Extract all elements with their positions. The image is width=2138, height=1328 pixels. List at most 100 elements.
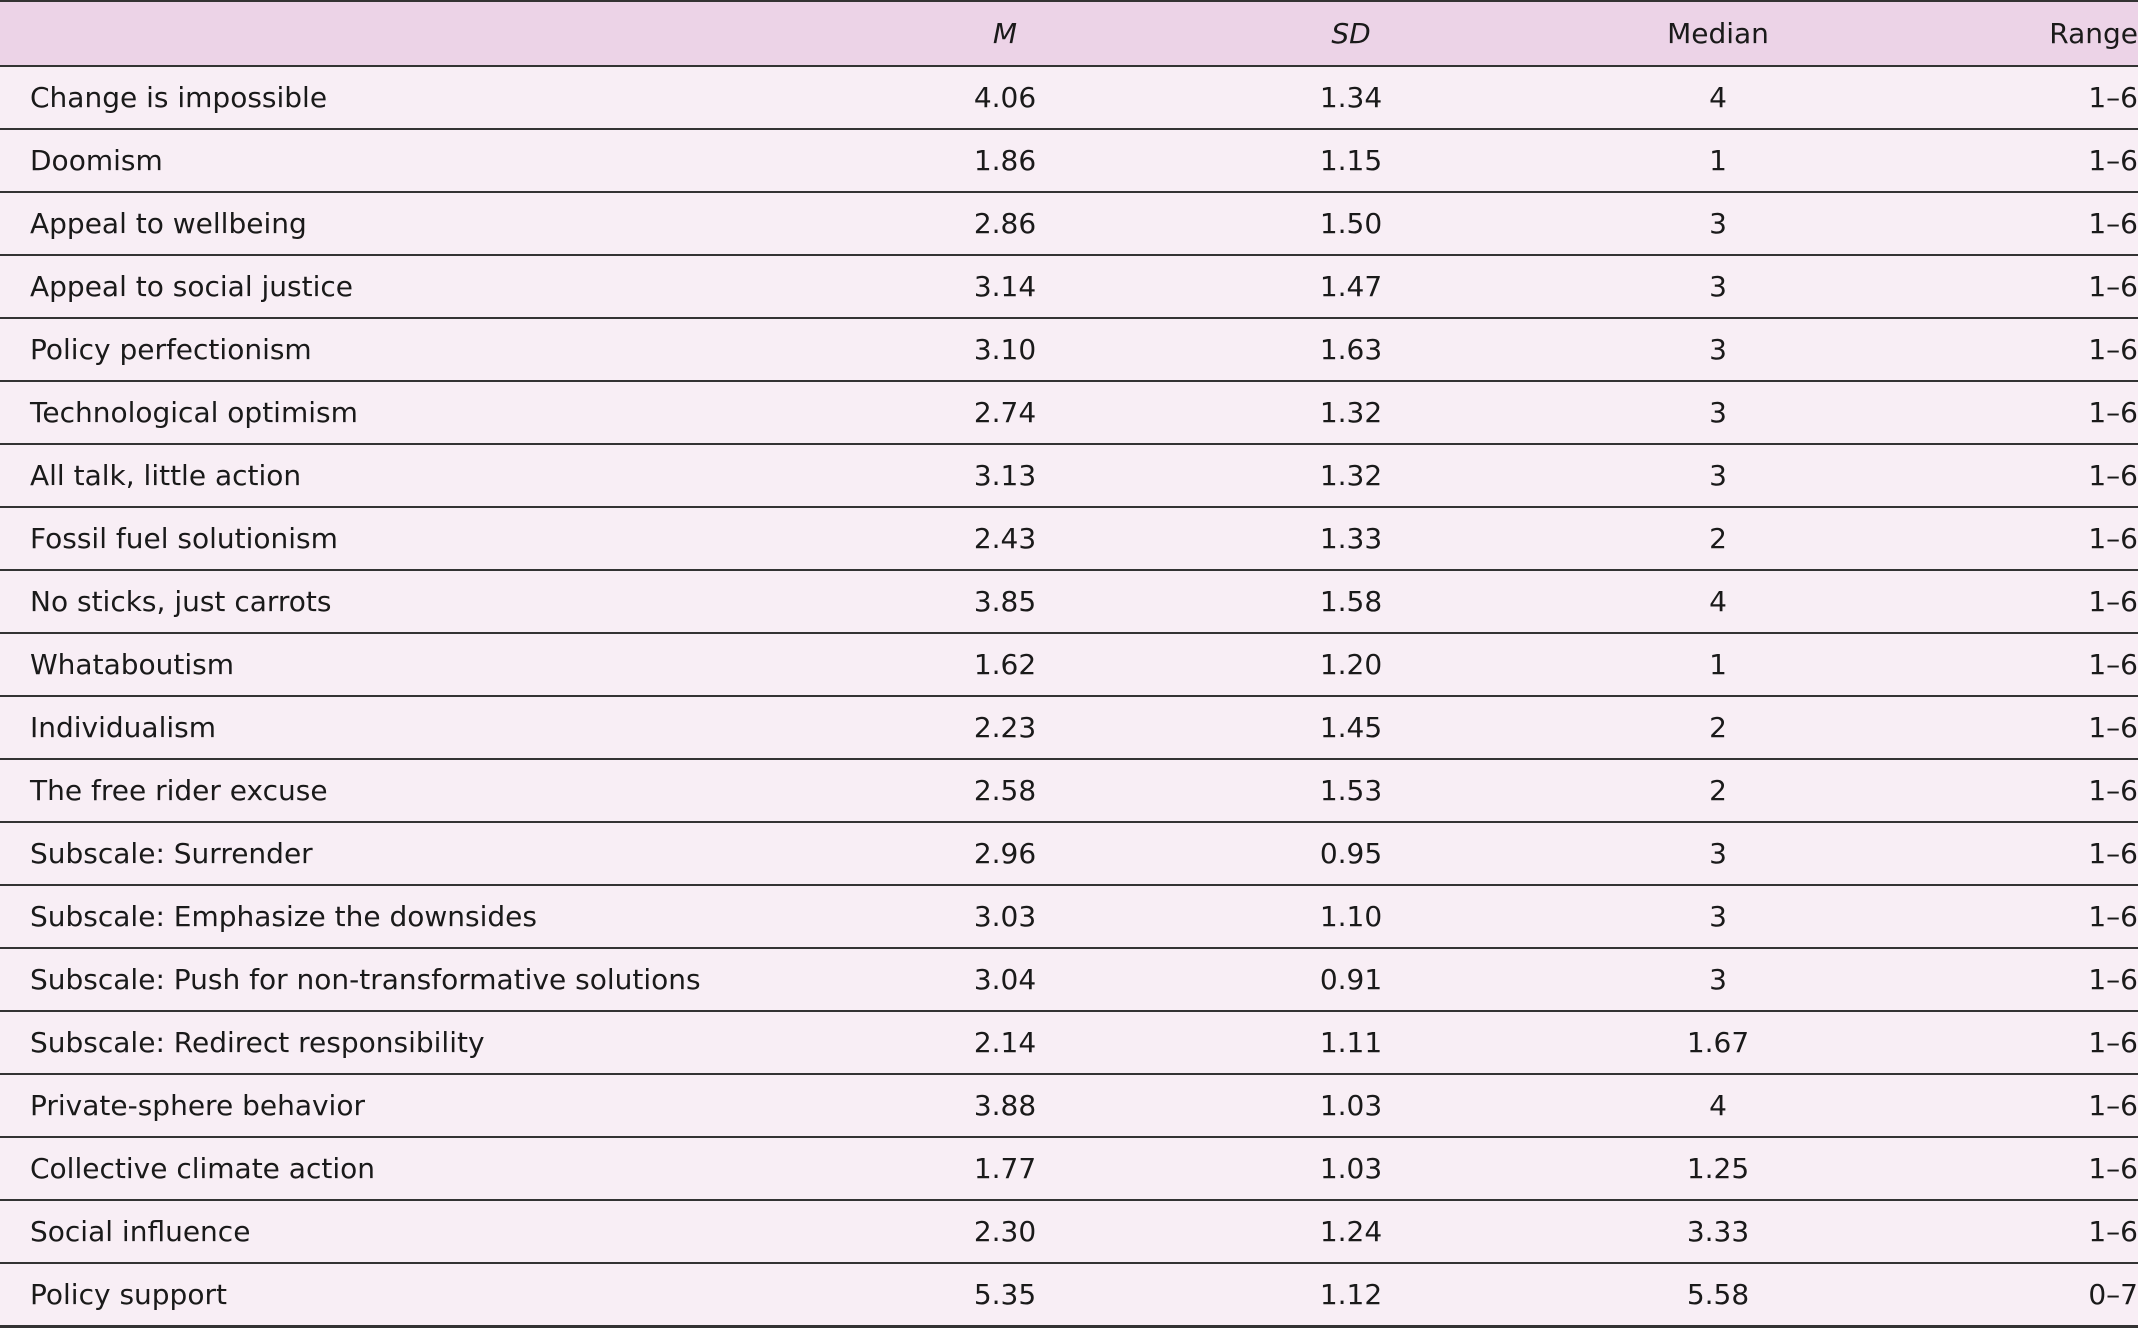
range-cell: 1–6	[1924, 444, 2138, 508]
sd-cell: 1.11	[1190, 1011, 1512, 1075]
mean-cell: 2.23	[820, 696, 1190, 760]
range-cell: 1–6	[1924, 1200, 2138, 1264]
table-header: M SD Median Range	[0, 0, 2138, 67]
range-cell: 1–6	[1924, 885, 2138, 949]
header-median: Median	[1512, 0, 1924, 67]
table-row: Fossil fuel solutionism 2.43 1.33 2 1–6	[0, 507, 2138, 571]
table-row: No sticks, just carrots 3.85 1.58 4 1–6	[0, 570, 2138, 634]
row-label: All talk, little action	[0, 444, 820, 508]
sd-cell: 0.91	[1190, 948, 1512, 1012]
mean-cell: 2.30	[820, 1200, 1190, 1264]
mean-cell: 3.04	[820, 948, 1190, 1012]
table-row: Change is impossible 4.06 1.34 4 1–6	[0, 66, 2138, 130]
median-cell: 2	[1512, 696, 1924, 760]
table-row: Subscale: Emphasize the downsides 3.03 1.1…	[0, 885, 2138, 949]
row-label: Technological optimism	[0, 381, 820, 445]
row-label: Appeal to social justice	[0, 255, 820, 319]
range-cell: 1–6	[1924, 381, 2138, 445]
median-cell: 4	[1512, 66, 1924, 130]
header-sd: SD	[1190, 0, 1512, 67]
mean-cell: 2.58	[820, 759, 1190, 823]
mean-cell: 3.03	[820, 885, 1190, 949]
range-cell: 1–6	[1924, 318, 2138, 382]
mean-cell: 3.10	[820, 318, 1190, 382]
sd-cell: 1.24	[1190, 1200, 1512, 1264]
mean-cell: 3.88	[820, 1074, 1190, 1138]
range-cell: 1–6	[1924, 255, 2138, 319]
sd-cell: 1.15	[1190, 129, 1512, 193]
sd-cell: 0.95	[1190, 822, 1512, 886]
row-label: Appeal to wellbeing	[0, 192, 820, 256]
row-label: Subscale: Push for non-transformative so…	[0, 948, 820, 1012]
mean-cell: 2.96	[820, 822, 1190, 886]
table-row: Technological optimism 2.74 1.32 3 1–6	[0, 381, 2138, 445]
table-row: Collective climate action 1.77 1.03 1.25 1–6	[0, 1137, 2138, 1201]
table-row: Appeal to wellbeing 2.86 1.50 3 1–6	[0, 192, 2138, 256]
sd-cell: 1.45	[1190, 696, 1512, 760]
row-label: Social influence	[0, 1200, 820, 1264]
median-cell: 4	[1512, 570, 1924, 634]
range-cell: 1–6	[1924, 822, 2138, 886]
median-cell: 3	[1512, 822, 1924, 886]
row-label: The free rider excuse	[0, 759, 820, 823]
table-row: Subscale: Redirect responsibility 2.14 1.1…	[0, 1011, 2138, 1075]
median-cell: 5.58	[1512, 1263, 1924, 1328]
row-label: Doomism	[0, 129, 820, 193]
range-cell: 1–6	[1924, 129, 2138, 193]
row-label: Fossil fuel solutionism	[0, 507, 820, 571]
median-cell: 1.25	[1512, 1137, 1924, 1201]
table-body: Change is impossible 4.06 1.34 4 1–6 Doomism 1…	[0, 66, 2138, 1328]
median-cell: 2	[1512, 507, 1924, 571]
row-label: Subscale: Surrender	[0, 822, 820, 886]
median-cell: 2	[1512, 759, 1924, 823]
sd-cell: 1.20	[1190, 633, 1512, 697]
range-cell: 1–6	[1924, 66, 2138, 130]
sd-cell: 1.03	[1190, 1137, 1512, 1201]
median-cell: 3	[1512, 381, 1924, 445]
row-label: Policy perfectionism	[0, 318, 820, 382]
mean-cell: 1.62	[820, 633, 1190, 697]
sd-cell: 1.63	[1190, 318, 1512, 382]
table-row: All talk, little action 3.13 1.32 3 1–6	[0, 444, 2138, 508]
range-cell: 1–6	[1924, 948, 2138, 1012]
table-row: Individualism 2.23 1.45 2 1–6	[0, 696, 2138, 760]
table-row: Private-sphere behavior 3.88 1.03 4 1–6	[0, 1074, 2138, 1138]
sd-cell: 1.58	[1190, 570, 1512, 634]
table-row: Appeal to social justice 3.14 1.47 3 1–6	[0, 255, 2138, 319]
range-cell: 1–6	[1924, 570, 2138, 634]
sd-cell: 1.33	[1190, 507, 1512, 571]
range-cell: 1–6	[1924, 507, 2138, 571]
range-cell: 1–6	[1924, 1011, 2138, 1075]
row-label: Subscale: Emphasize the downsides	[0, 885, 820, 949]
mean-cell: 3.13	[820, 444, 1190, 508]
row-label: Individualism	[0, 696, 820, 760]
median-cell: 3	[1512, 192, 1924, 256]
mean-cell: 3.14	[820, 255, 1190, 319]
mean-cell: 2.74	[820, 381, 1190, 445]
sd-cell: 1.53	[1190, 759, 1512, 823]
mean-cell: 3.85	[820, 570, 1190, 634]
mean-cell: 1.86	[820, 129, 1190, 193]
sd-cell: 1.34	[1190, 66, 1512, 130]
header-mean: M	[820, 0, 1190, 67]
row-label: Collective climate action	[0, 1137, 820, 1201]
mean-cell: 1.77	[820, 1137, 1190, 1201]
mean-cell: 5.35	[820, 1263, 1190, 1328]
median-cell: 3.33	[1512, 1200, 1924, 1264]
sd-cell: 1.50	[1190, 192, 1512, 256]
median-cell: 3	[1512, 885, 1924, 949]
median-cell: 4	[1512, 1074, 1924, 1138]
mean-cell: 2.86	[820, 192, 1190, 256]
header-label	[0, 0, 820, 67]
header-row: M SD Median Range	[0, 0, 2138, 67]
mean-cell: 4.06	[820, 66, 1190, 130]
range-cell: 1–6	[1924, 1137, 2138, 1201]
mean-cell: 2.14	[820, 1011, 1190, 1075]
table-row: Subscale: Push for non-transformative so…	[0, 948, 2138, 1012]
table-row: The free rider excuse 2.58 1.53 2 1–6	[0, 759, 2138, 823]
table-row: Subscale: Surrender 2.96 0.95 3 1–6	[0, 822, 2138, 886]
range-cell: 1–6	[1924, 192, 2138, 256]
header-range: Range	[1924, 0, 2138, 67]
